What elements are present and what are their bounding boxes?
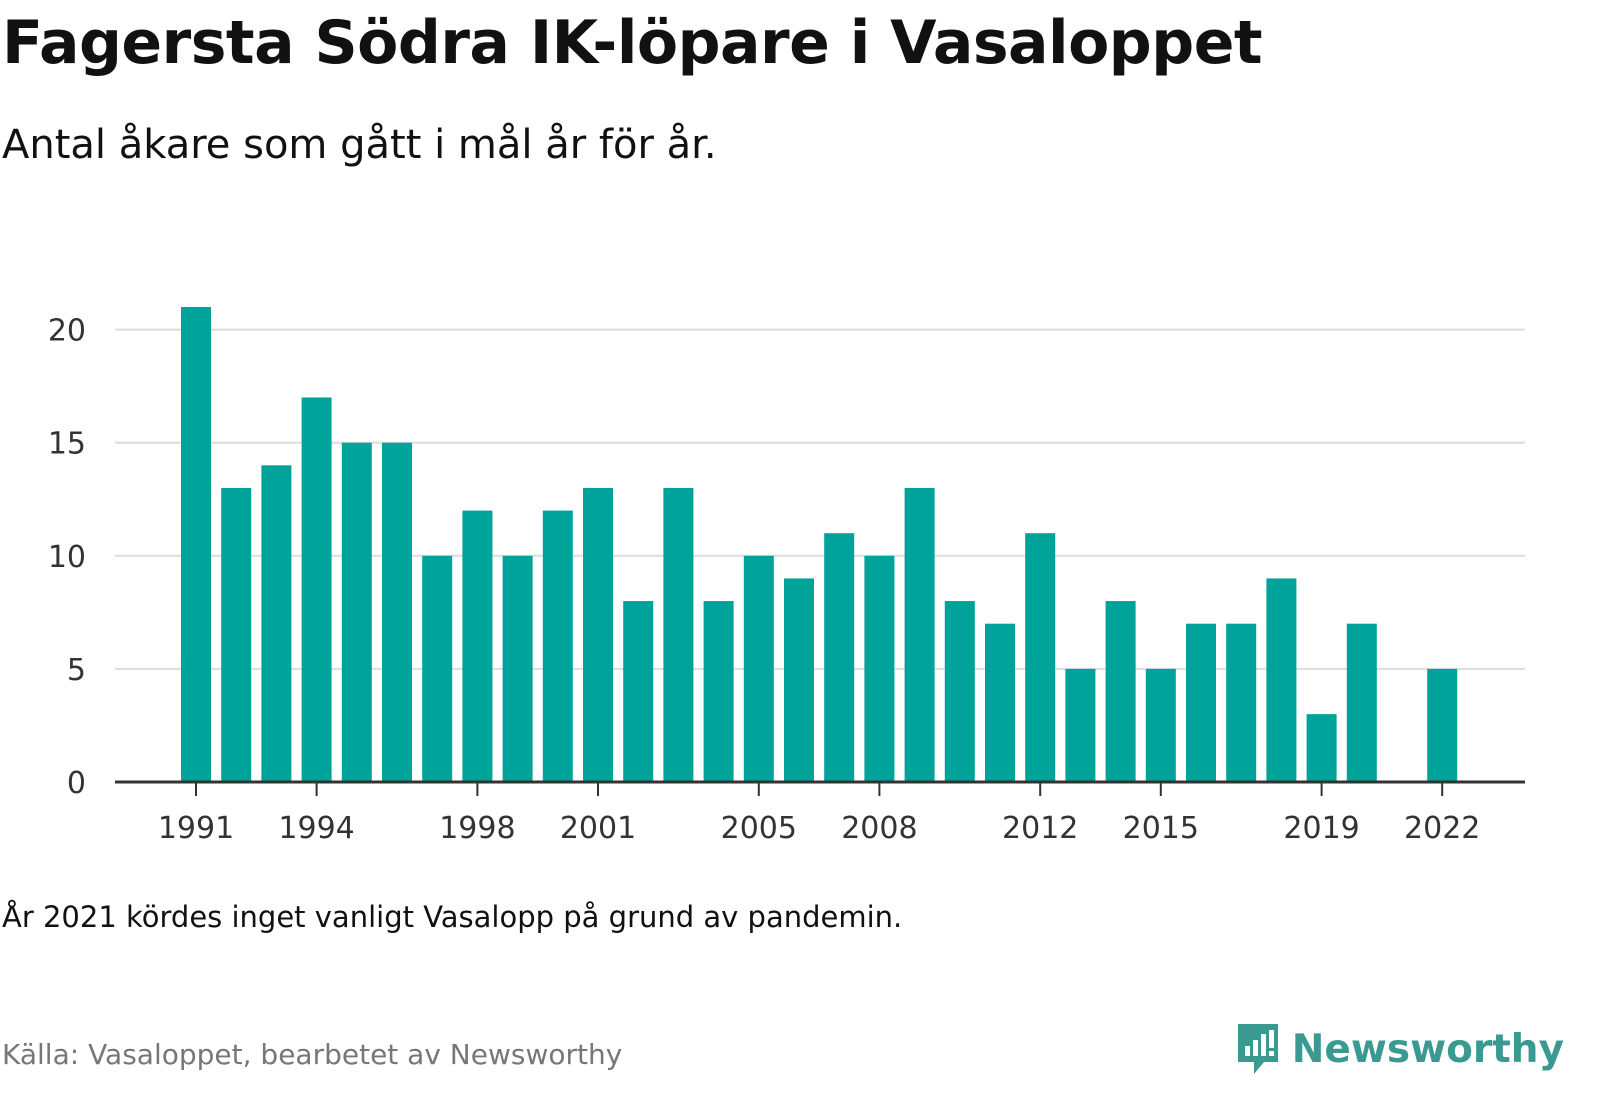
bar-2003 — [663, 487, 694, 782]
x-axis — [115, 780, 1525, 796]
bar-1997 — [422, 555, 453, 782]
bar-2007 — [824, 533, 855, 782]
source-credit: Källa: Vasaloppet, bearbetet av Newswort… — [2, 1038, 623, 1071]
y-axis-labels: 0 5 10 15 20 — [48, 314, 86, 801]
brand-logo: Newsworthy — [1234, 1022, 1564, 1076]
bar-2013 — [1065, 668, 1096, 782]
bar-1999 — [502, 555, 533, 782]
y-tick-label: 20 — [48, 314, 86, 349]
bar-2001 — [583, 487, 613, 782]
bar-2016 — [1186, 623, 1216, 782]
x-axis-labels: 1991 1994 1998 2001 2005 2008 2012 2015 2019 2022 — [158, 811, 1481, 846]
bar-2006 — [784, 578, 814, 782]
bar-2022 — [1427, 668, 1458, 782]
bar-2004 — [703, 601, 734, 782]
newsworthy-logo-icon — [1237, 1024, 1278, 1074]
bar-2002 — [623, 601, 654, 782]
x-tick-label: 2001 — [560, 811, 636, 846]
y-tick-label: 10 — [48, 540, 86, 575]
brand-name: Newsworthy — [1291, 1026, 1564, 1072]
x-tick-label: 1991 — [158, 811, 234, 846]
y-tick-label: 0 — [67, 766, 86, 801]
chart-subtitle: Antal åkare som gått i mål år för år. — [2, 122, 717, 168]
bar-1998 — [462, 510, 493, 782]
y-tick-label: 5 — [67, 653, 86, 688]
x-tick-label: 1994 — [278, 811, 354, 846]
bar-2011 — [985, 623, 1015, 782]
x-tick-label: 2012 — [1002, 811, 1078, 846]
bar-chart: 0 5 10 15 20 1991 1994 1998 2001 2005 2008 2012 201… — [48, 307, 1525, 846]
bar-2015 — [1145, 668, 1176, 782]
bar-2018 — [1266, 578, 1297, 782]
chart-title: Fagersta Södra IK-löpare i Vasaloppet — [2, 8, 1263, 78]
bar-2017 — [1226, 623, 1257, 782]
bar-2005 — [743, 555, 774, 782]
bar-2012 — [1025, 533, 1056, 782]
x-tick-label: 2005 — [721, 811, 797, 846]
bar-2020 — [1346, 623, 1377, 782]
y-tick-label: 15 — [48, 427, 86, 462]
bar-1995 — [341, 442, 372, 782]
bar-2009 — [904, 487, 935, 782]
x-tick-label: 2015 — [1123, 811, 1199, 846]
x-tick-label: 2022 — [1404, 811, 1480, 846]
x-tick-label: 1998 — [439, 811, 515, 846]
x-tick-label: 2019 — [1283, 811, 1359, 846]
bar-1996 — [382, 442, 412, 782]
x-tick-label: 2008 — [841, 811, 917, 846]
footnote: År 2021 kördes inget vanligt Vasalopp på… — [2, 900, 903, 934]
bars — [181, 307, 1458, 782]
bar-1993 — [261, 465, 292, 782]
bar-2000 — [542, 510, 573, 782]
bar-2019 — [1306, 714, 1337, 782]
bar-1992 — [221, 487, 252, 782]
bar-1991 — [181, 307, 211, 782]
bar-2010 — [944, 601, 975, 782]
bar-2008 — [864, 555, 895, 782]
bar-1994 — [301, 397, 332, 782]
bar-2014 — [1105, 601, 1136, 782]
